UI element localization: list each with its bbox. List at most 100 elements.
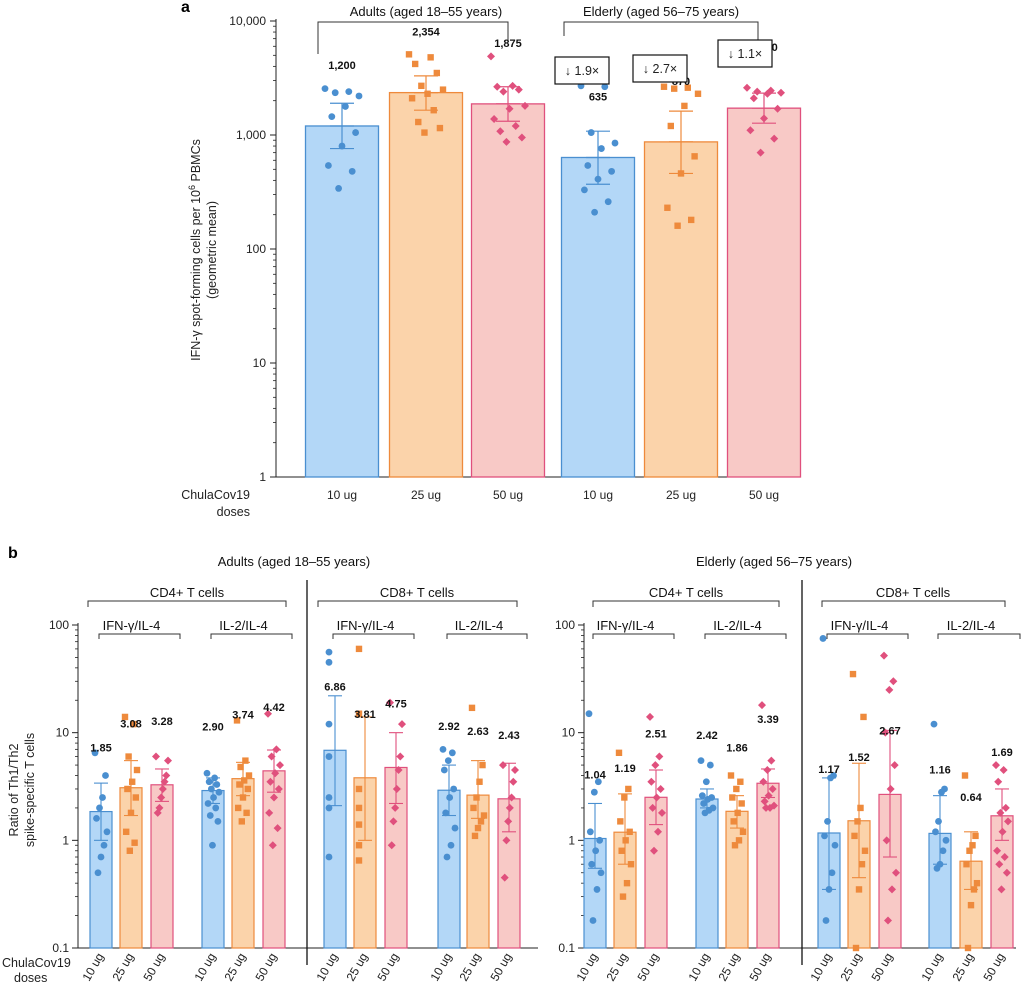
panel-a-data-point <box>427 54 434 61</box>
panel-b-value-label: 2.43 <box>498 730 519 742</box>
panel-a-data-point <box>408 95 416 102</box>
panel-b-data-point <box>477 818 485 825</box>
panel-a-x-tick-label: 10 ug <box>327 488 357 502</box>
panel-b-x-tick-label: 10 ug <box>79 951 106 984</box>
panel-b-x-tick-label: 50 ug <box>980 951 1007 984</box>
panel-b-ratio-label: IFN-γ/IL-4 <box>597 618 655 633</box>
panel-b-data-point <box>274 784 283 793</box>
panel-b-value-label: 2.51 <box>645 728 666 740</box>
panel-a-data-point <box>770 134 779 143</box>
panel-b-data-point <box>244 785 251 793</box>
panel-a-data-point <box>335 185 342 192</box>
panel-b-data-point <box>739 828 747 836</box>
panel-b-value-label: 1.85 <box>90 743 111 755</box>
panel-b-data-point <box>594 778 602 786</box>
panel-b-data-point <box>999 766 1008 775</box>
panel-b-data-point <box>995 860 1004 869</box>
panel-b-data-point <box>618 847 625 854</box>
panel-b-x-tick-label: 50 ug <box>374 951 401 984</box>
panel-a-y-axis-title-line2: (geometric mean) <box>205 201 219 299</box>
panel-a-data-point <box>756 148 765 157</box>
panel-a-y-title-part: IFN-γ spot-forming cells per 10 <box>189 190 203 361</box>
panel-b-data-point <box>500 873 509 882</box>
panel-a-data-point <box>601 83 609 91</box>
panel-a-data-point <box>493 82 502 91</box>
panel-a-value-label: 635 <box>589 91 607 103</box>
panel-b-y-tick-label: 0.1 <box>52 941 69 955</box>
panel-b-data-point <box>733 785 740 793</box>
panel-b-data-point <box>831 841 839 849</box>
panel-b-value-label: 1.16 <box>929 764 950 776</box>
panel-a-group-bracket <box>317 21 509 54</box>
panel-b-data-point <box>267 752 276 761</box>
panel-a-data-point <box>505 104 514 113</box>
panel-b-data-point <box>325 720 333 728</box>
panel-b-ratio-bracket <box>704 633 787 639</box>
panel-a-data-point <box>681 102 688 110</box>
panel-b-data-point <box>476 778 483 785</box>
panel-b-data-point <box>997 885 1006 894</box>
panel-b-data-point <box>821 832 828 840</box>
panel-b-data-point <box>858 861 866 868</box>
panel-b-data-point <box>470 804 477 812</box>
panel-b-data-point <box>504 817 513 826</box>
panel-a-x-axis-title: ChulaCov19 <box>181 488 250 502</box>
panel-b-data-point <box>592 847 600 855</box>
panel-b-data-point <box>768 784 777 793</box>
panel-a-y-title-superscript: 6 <box>187 185 197 190</box>
panel-a-data-point <box>321 85 329 93</box>
panel-b-data-point <box>242 757 249 764</box>
panel-a-data-point <box>421 129 428 136</box>
panel-b-data-point <box>885 685 894 694</box>
panel-b-data-point <box>588 860 596 868</box>
panel-a-label: a <box>181 0 190 16</box>
panel-b-data-point <box>738 800 745 807</box>
panel-b-data-point <box>126 847 133 854</box>
panel-b-data-point <box>854 818 861 825</box>
panel-b-data-point <box>480 812 488 819</box>
panel-b-ratio-bracket <box>332 633 415 639</box>
panel-b-data-point <box>131 839 138 846</box>
panel-b-data-point <box>355 710 363 717</box>
panel-b-bar <box>695 798 719 949</box>
panel-b-data-point <box>505 803 514 812</box>
panel-b-data-point <box>828 869 836 877</box>
panel-b-data-point <box>654 827 662 836</box>
panel-b-data-point <box>884 916 892 925</box>
panel-b-value-label: 4.42 <box>263 702 284 714</box>
panel-b-data-point <box>355 645 363 653</box>
panel-b-data-point <box>127 809 135 817</box>
panel-b-data-point <box>932 828 939 836</box>
panel-b-data-point <box>892 868 900 877</box>
panel-b-value-label: 1.86 <box>726 742 747 754</box>
panel-b-bar <box>231 778 255 949</box>
panel-b-data-point <box>860 713 867 721</box>
panel-a-y-axis-title: IFN-γ spot-forming cells per 106 PBMCs <box>187 139 203 361</box>
panel-b-data-point <box>759 777 768 786</box>
panel-b-value-label: 2.92 <box>438 721 459 733</box>
panel-b-data-point <box>239 794 247 801</box>
panel-b-group-title: Elderly (aged 56–75 years) <box>696 554 852 569</box>
panel-a-data-point <box>760 114 768 123</box>
panel-b-ratio-bracket <box>446 633 528 639</box>
panel-b-data-point <box>933 864 941 872</box>
panel-a-data-point <box>674 222 681 229</box>
panel-a-fold-change-box <box>554 56 610 85</box>
panel-b-data-point <box>209 841 216 849</box>
panel-a-y-tick-label: 10 <box>253 356 267 370</box>
panel-b-data-point <box>448 749 456 757</box>
panel-a-group-title: Adults (aged 18–55 years) <box>350 4 502 19</box>
panel-a-fold-change-label: ↓ 1.1× <box>728 47 762 61</box>
panel-b-value-label: 3.74 <box>232 710 254 722</box>
panel-b-data-point <box>623 879 631 887</box>
panel-b-data-point <box>100 841 108 849</box>
panel-b-data-point <box>730 818 737 825</box>
panel-b-data-point <box>447 841 455 849</box>
panel-a-data-point <box>424 90 431 97</box>
panel-a-data-point <box>331 89 339 97</box>
panel-a-data-point <box>604 198 612 206</box>
panel-b-x-tick-label: 10 ug <box>313 951 340 984</box>
panel-b-data-point <box>276 761 284 770</box>
panel-a-data-point <box>608 167 615 175</box>
panel-a-data-point <box>598 145 605 152</box>
